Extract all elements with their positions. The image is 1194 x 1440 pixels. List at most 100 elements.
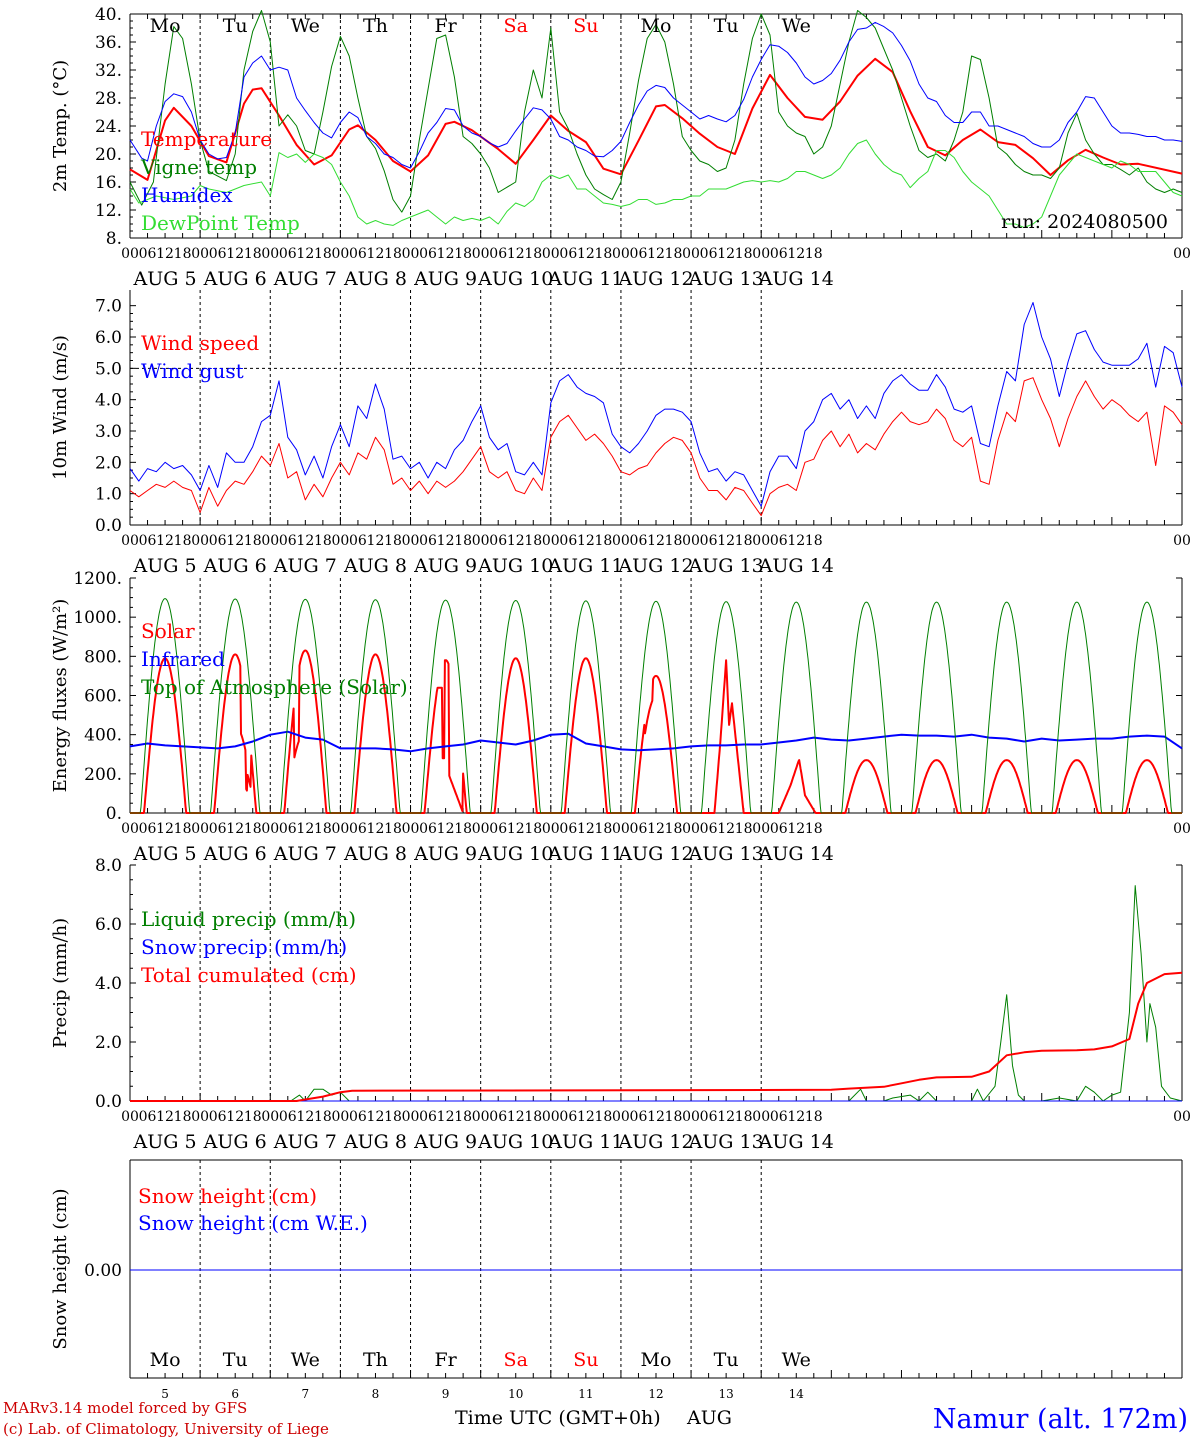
- x-tick-label: 12: [577, 533, 595, 549]
- date-label: AUG 5: [133, 843, 197, 865]
- y-tick-label: 1.0: [95, 485, 122, 505]
- y-axis-label: Precip (mm/h): [50, 918, 71, 1048]
- x-tick-label: 18: [244, 1109, 262, 1125]
- day-number: 7: [302, 1387, 310, 1401]
- x-tick-label: 12: [717, 1109, 735, 1125]
- day-number: 11: [578, 1387, 593, 1401]
- series-line: [129, 10, 1183, 213]
- y-tick-label: 1000.: [73, 608, 122, 628]
- y-tick-label: 0.0: [95, 1092, 122, 1112]
- legend-entry: Total cumulated (cm): [141, 963, 357, 987]
- y-tick-label: 0.00: [84, 1261, 122, 1281]
- x-tick-label: 06: [630, 821, 648, 837]
- weekday-label: Sa: [504, 15, 528, 37]
- date-label: AUG 12: [617, 843, 693, 865]
- x-tick-label: 12: [507, 246, 525, 262]
- x-tick-label: 18: [665, 246, 683, 262]
- y-axis-label: 2m Temp. (°C): [50, 60, 71, 192]
- legend-entry: Temperature: [141, 127, 272, 151]
- x-tick-label: 12: [296, 1109, 314, 1125]
- x-tick-label: 00: [682, 246, 700, 262]
- date-label: AUG 14: [758, 1131, 834, 1153]
- x-tick-label: 12: [647, 821, 665, 837]
- x-tick-label: 12: [577, 246, 595, 262]
- legend-entry: Wind gust: [141, 359, 244, 383]
- weekday-label: Sa: [504, 1349, 528, 1371]
- x-tick-label: 18: [665, 1109, 683, 1125]
- x-tick-label: 12: [156, 821, 174, 837]
- y-tick-label: 4.0: [95, 391, 122, 411]
- x-tick-label: 12: [226, 1109, 244, 1125]
- date-label: AUG 11: [547, 843, 623, 865]
- x-tick-label: 12: [717, 533, 735, 549]
- weekday-label: We: [782, 1349, 811, 1371]
- x-tick-label: 00: [612, 821, 630, 837]
- y-tick-label: 1200.: [73, 569, 122, 589]
- x-tick-label: 18: [174, 1109, 192, 1125]
- x-tick-label: 18: [384, 821, 402, 837]
- date-label: AUG 5: [133, 555, 197, 577]
- date-label: AUG 11: [547, 555, 623, 577]
- x-tick-label: 00: [121, 246, 139, 262]
- x-tick-label: 12: [156, 533, 174, 549]
- y-tick-label: 6.0: [95, 915, 122, 935]
- x-tick-label: 00: [121, 533, 139, 549]
- x-tick-label: 00: [402, 821, 420, 837]
- x-tick-label: 00: [752, 533, 770, 549]
- x-tick-label: 00: [1173, 821, 1191, 837]
- time-axis-label: Time UTC (GMT+0h): [455, 1407, 661, 1429]
- x-tick-label: 12: [717, 821, 735, 837]
- legend-entry: Solar: [141, 619, 195, 643]
- x-tick-label: 12: [296, 821, 314, 837]
- x-tick-label: 18: [805, 246, 823, 262]
- x-tick-label: 00: [1173, 246, 1191, 262]
- x-tick-label: 12: [717, 246, 735, 262]
- weekday-label: Mo: [150, 15, 181, 37]
- y-tick-label: 20.: [95, 145, 122, 165]
- x-tick-label: 06: [349, 533, 367, 549]
- legend-entry: Humidex: [141, 183, 233, 207]
- x-tick-label: 06: [279, 821, 297, 837]
- x-tick-label: 00: [472, 1109, 490, 1125]
- date-label: AUG 13: [688, 268, 764, 290]
- x-tick-label: 06: [419, 533, 437, 549]
- x-tick-label: 06: [139, 1109, 157, 1125]
- series-line: [130, 598, 1182, 814]
- y-tick-label: 2.0: [95, 1033, 122, 1053]
- y-tick-label: 800.: [84, 647, 122, 667]
- date-label: AUG 7: [273, 843, 337, 865]
- x-tick-label: 00: [752, 1109, 770, 1125]
- x-tick-label: 06: [209, 1109, 227, 1125]
- x-tick-label: 06: [630, 1109, 648, 1125]
- x-tick-label: 18: [805, 533, 823, 549]
- y-tick-label: 0.0: [95, 516, 122, 536]
- x-tick-label: 06: [419, 821, 437, 837]
- x-tick-label: 00: [402, 246, 420, 262]
- date-label: AUG 13: [688, 555, 764, 577]
- date-label: AUG 12: [617, 268, 693, 290]
- x-tick-label: 12: [226, 533, 244, 549]
- series-line: [129, 57, 1183, 181]
- legend-entry: Wind speed: [141, 331, 259, 355]
- x-tick-label: 18: [314, 533, 332, 549]
- x-tick-label: 12: [437, 246, 455, 262]
- legend-entry: Snow height (cm W.E.): [138, 1211, 368, 1235]
- day-number: 12: [648, 1387, 663, 1401]
- y-tick-label: 600.: [84, 687, 122, 707]
- date-label: AUG 10: [477, 843, 553, 865]
- x-tick-label: 12: [787, 1109, 805, 1125]
- x-tick-label: 18: [244, 533, 262, 549]
- date-label: AUG 9: [413, 268, 477, 290]
- weekday-label: Su: [573, 1349, 598, 1371]
- legend-entry: Liquid precip (mm/h): [141, 907, 356, 931]
- weekday-label: We: [291, 15, 320, 37]
- x-tick-label: 06: [279, 533, 297, 549]
- x-tick-label: 00: [1173, 533, 1191, 549]
- date-label: AUG 14: [758, 843, 834, 865]
- x-tick-label: 06: [770, 533, 788, 549]
- date-label: AUG 8: [343, 1131, 407, 1153]
- x-tick-label: 06: [349, 1109, 367, 1125]
- x-tick-label: 12: [577, 1109, 595, 1125]
- x-tick-label: 00: [542, 1109, 560, 1125]
- x-tick-label: 06: [419, 1109, 437, 1125]
